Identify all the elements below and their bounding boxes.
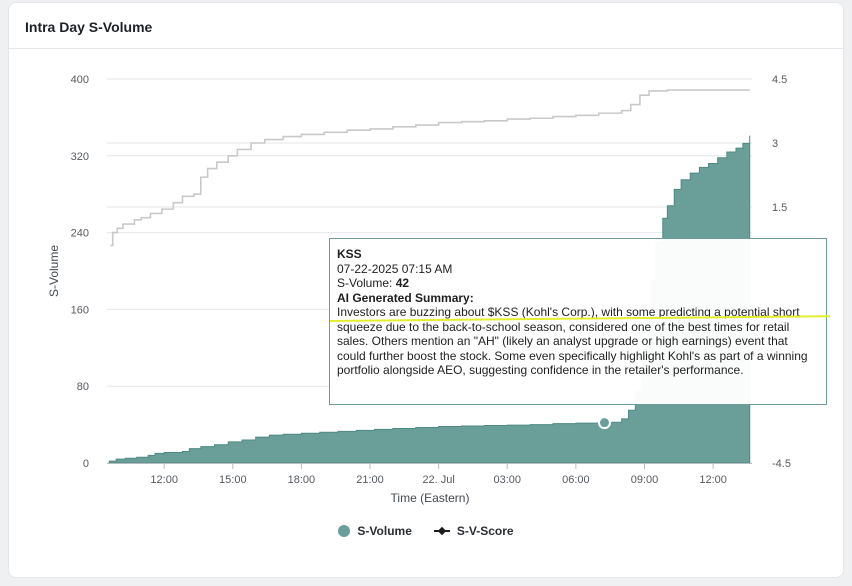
y-right-tick-label: 3: [772, 138, 778, 150]
series-s-v-score-line[interactable]: [110, 89, 750, 247]
x-axis: 12:00 15:00 18:00 21:00 22. Jul 03:00 06:00 09:…: [107, 463, 752, 486]
series-s-volume-area[interactable]: [108, 135, 751, 464]
legend-item-s-v-score[interactable]: S-V-Score: [433, 524, 514, 538]
tooltip-volume-row: S-Volume: 42: [337, 276, 819, 291]
x-tick-label: 12:00: [699, 474, 727, 486]
y-right-tick-label: 4.5: [772, 74, 787, 86]
legend-line-diamond-icon: [433, 525, 450, 537]
data-tooltip: KSS 07-22-2025 07:15 AM S-Volume: 42 AI …: [329, 238, 827, 405]
tooltip-volume-label: S-Volume:: [337, 276, 393, 290]
y-left-tick-label: 240: [71, 228, 89, 240]
legend-item-s-volume[interactable]: S-Volume: [338, 524, 412, 538]
x-tick-label: 22. Jul: [422, 474, 454, 486]
tooltip-volume-value: 42: [395, 276, 410, 290]
x-tick-label: 18:00: [288, 474, 316, 486]
y-axis-title: S-Volume: [47, 245, 61, 297]
y-left-tick-label: 320: [71, 151, 89, 163]
x-tick-label: 15:00: [219, 474, 247, 486]
x-tick-label: 06:00: [562, 474, 590, 486]
y-left-tick-label: 160: [71, 304, 89, 316]
y-axis-left: 0 80 160 240 320 400: [71, 74, 89, 470]
x-tick-label: 09:00: [631, 474, 659, 486]
y-axis-right: -4.5 1.5 3 4.5: [772, 74, 791, 470]
card-title: Intra Day S-Volume: [25, 19, 153, 35]
tooltip-symbol: KSS: [337, 247, 362, 261]
legend-label-s-v-score: S-V-Score: [456, 524, 514, 538]
tooltip-summary-label: AI Generated Summary:: [337, 290, 474, 305]
x-tick-label: 12:00: [150, 474, 178, 486]
y-right-tick-label: -4.5: [772, 458, 791, 470]
highlighted-data-point[interactable]: [597, 416, 611, 430]
legend-dot-icon: [338, 525, 351, 537]
x-axis-title: Time (Eastern): [391, 491, 470, 505]
y-left-tick-label: 400: [71, 74, 89, 86]
x-tick-label: 21:00: [356, 474, 384, 486]
y-left-tick-label: 80: [77, 381, 89, 393]
tooltip-datetime: 07-22-2025 07:15 AM: [337, 261, 453, 276]
series-layer: [108, 89, 751, 464]
tooltip-summary: Investors are buzzing about $KSS (Kohl's…: [337, 305, 808, 377]
card-divider: [9, 48, 843, 49]
legend-label-s-volume: S-Volume: [357, 524, 412, 538]
x-tick-label: 03:00: [494, 474, 522, 486]
y-right-tick-label: 1.5: [772, 202, 787, 214]
y-left-tick-label: 0: [83, 458, 89, 470]
legend: S-Volume S-V-Score: [0, 524, 852, 538]
